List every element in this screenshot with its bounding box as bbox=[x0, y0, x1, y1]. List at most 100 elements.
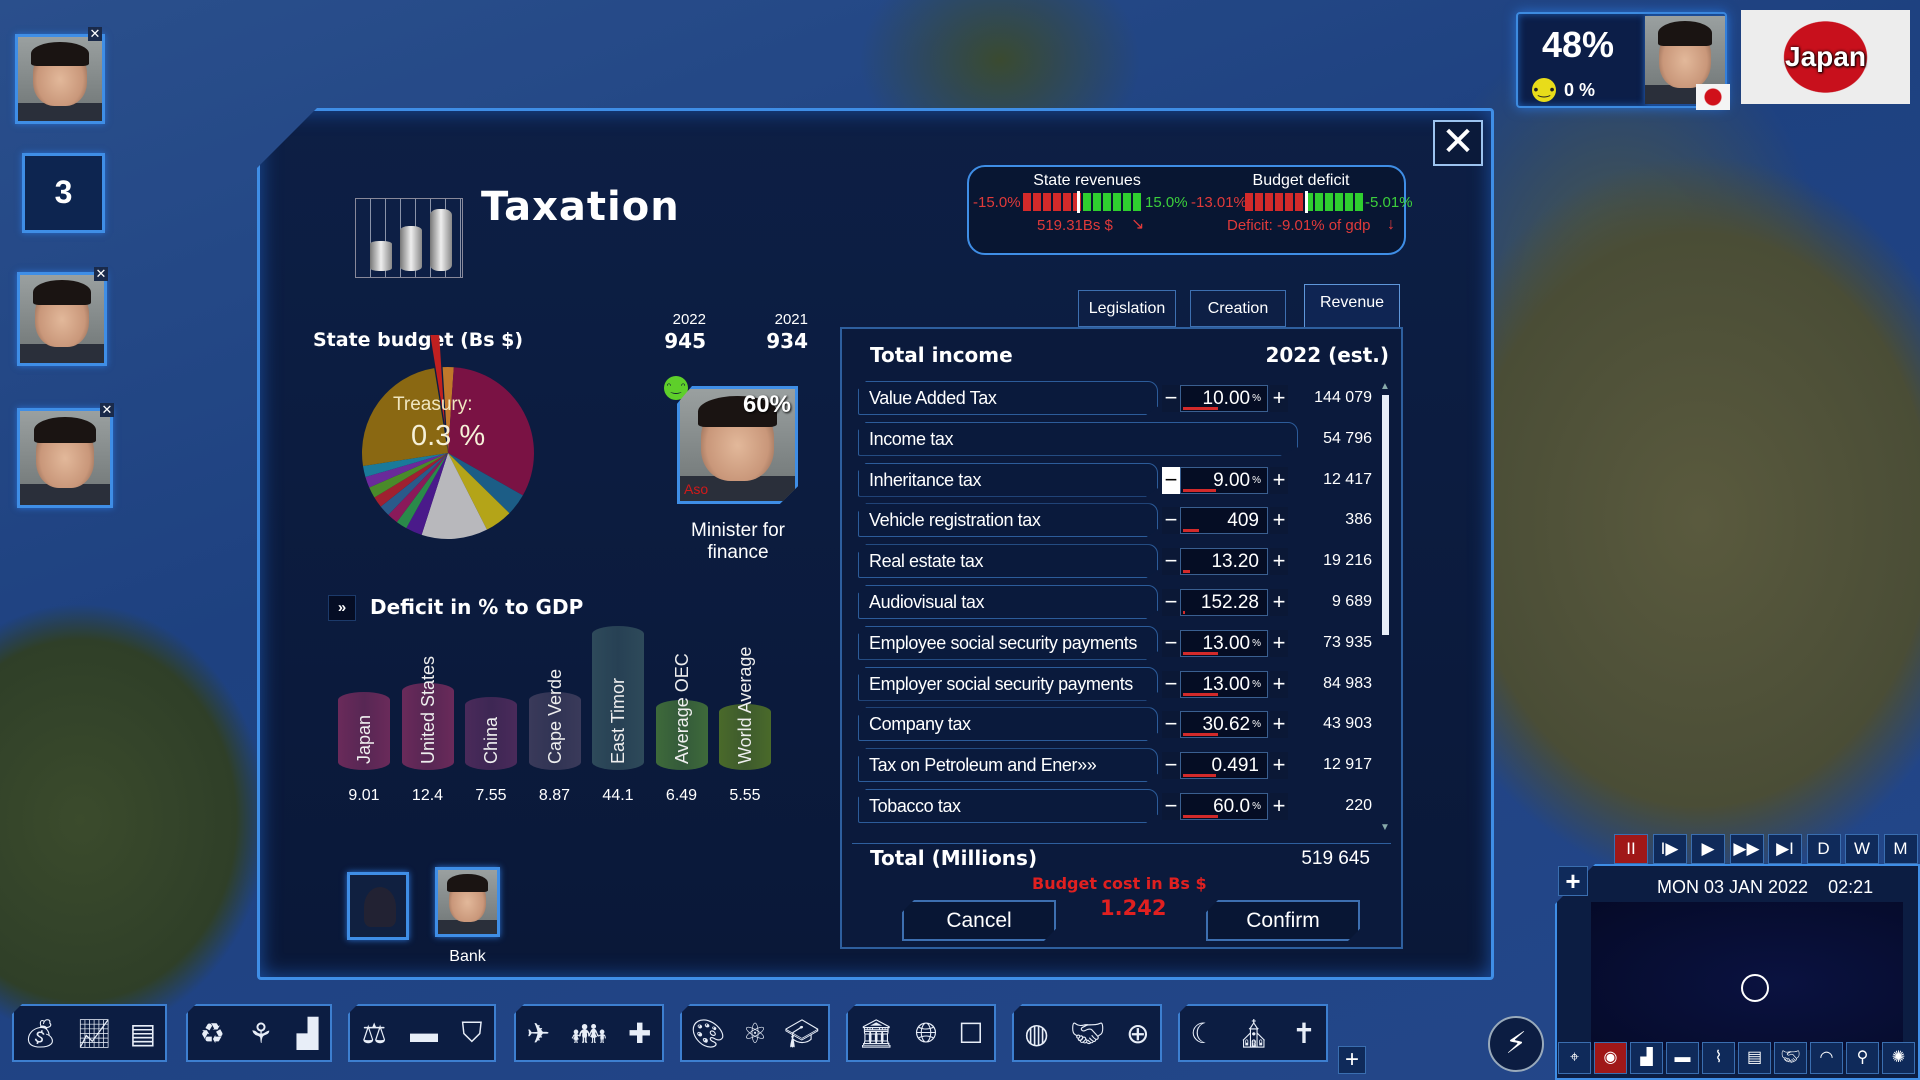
tax-rate-input[interactable]: 30.62% bbox=[1180, 711, 1268, 739]
tax-rate-input[interactable]: 9.00% bbox=[1180, 466, 1268, 494]
pie-slice[interactable] bbox=[430, 335, 445, 426]
decrease-button[interactable]: − bbox=[1162, 752, 1180, 780]
scroll-up-icon[interactable]: ▲ bbox=[1380, 381, 1390, 392]
increase-button[interactable]: + bbox=[1270, 548, 1288, 576]
recycle-icon[interactable]: ♻ bbox=[199, 1017, 225, 1049]
tax-rate-input[interactable]: 409 bbox=[1180, 507, 1268, 535]
tab-revenue[interactable]: Revenue bbox=[1304, 284, 1400, 328]
palette-icon[interactable]: 🎨︎ bbox=[690, 1017, 726, 1049]
increase-button[interactable]: + bbox=[1270, 670, 1288, 698]
tax-rate-input[interactable]: 0.491 bbox=[1180, 752, 1268, 780]
tank-icon[interactable]: ▬ bbox=[1666, 1042, 1699, 1074]
decrease-button[interactable]: − bbox=[1162, 793, 1180, 820]
increase-button[interactable]: + bbox=[1270, 589, 1288, 616]
tax-rate-input[interactable]: 60.0% bbox=[1180, 793, 1268, 820]
minister-portrait[interactable]: 60% Aso bbox=[677, 386, 798, 504]
factory-icon[interactable]: ▟ bbox=[1630, 1042, 1663, 1074]
step-button[interactable]: I▶ bbox=[1652, 834, 1687, 864]
increase-button[interactable]: + bbox=[1270, 466, 1288, 494]
atom-icon[interactable]: ⚛ bbox=[742, 1017, 768, 1049]
police-badge-icon[interactable]: ⛉ bbox=[461, 1016, 483, 1048]
leader-portrait-3[interactable] bbox=[17, 408, 113, 508]
pie-slice[interactable] bbox=[421, 453, 487, 539]
ballot-box-icon[interactable]: ☐ bbox=[958, 1017, 984, 1049]
religious-groups-icon[interactable]: ⛪︎ bbox=[1236, 1017, 1272, 1049]
pie-slice[interactable] bbox=[362, 453, 448, 477]
leader-portrait-1[interactable] bbox=[15, 34, 105, 124]
pie-slice[interactable] bbox=[448, 453, 510, 530]
airplane-icon[interactable]: ✈ bbox=[526, 1017, 551, 1049]
zoom-in-button[interactable]: + bbox=[1558, 866, 1588, 896]
tax-rate-input[interactable]: 13.20 bbox=[1180, 548, 1268, 576]
country-flag[interactable]: Japan bbox=[1741, 10, 1910, 104]
tax-rate-input[interactable]: 13.00% bbox=[1180, 629, 1268, 657]
scroll-thumb[interactable] bbox=[1382, 395, 1389, 635]
un-emblem-icon[interactable]: ⊕ bbox=[1126, 1017, 1150, 1049]
expand-chevron-icon[interactable]: » bbox=[328, 595, 356, 621]
tax-rate-input[interactable]: 13.00% bbox=[1180, 670, 1268, 698]
tax-rate-input[interactable]: 152.28 bbox=[1180, 589, 1268, 616]
budget-pie-chart[interactable] bbox=[348, 335, 548, 545]
graduation-cap-icon[interactable]: 🎓︎ bbox=[784, 1017, 820, 1049]
pie-slice[interactable] bbox=[448, 453, 523, 514]
decrease-button[interactable]: − bbox=[1162, 507, 1180, 535]
decrease-button[interactable]: − bbox=[1162, 589, 1180, 616]
fastest-button[interactable]: ▶I bbox=[1768, 834, 1802, 864]
handshake-icon[interactable]: 🤝︎ bbox=[1774, 1042, 1807, 1074]
tank-icon[interactable]: ▬ bbox=[410, 1017, 439, 1048]
tab-creation[interactable]: Creation bbox=[1190, 290, 1286, 327]
globe-icon[interactable]: ◉ bbox=[1594, 1042, 1627, 1074]
approval-panel[interactable]: 48% •‿• 0 % bbox=[1516, 12, 1730, 110]
virus-icon[interactable]: ✺ bbox=[1882, 1042, 1915, 1074]
increase-button[interactable]: + bbox=[1270, 507, 1288, 535]
pie-slice[interactable] bbox=[365, 453, 448, 488]
pie-slice[interactable] bbox=[406, 453, 448, 535]
people-icon[interactable]: 👪︎ bbox=[571, 1017, 607, 1049]
pause-button[interactable]: II bbox=[1614, 834, 1648, 864]
increase-button[interactable]: + bbox=[1270, 711, 1288, 739]
pie-slice[interactable] bbox=[448, 367, 534, 496]
expand-toolbar-button[interactable]: + bbox=[1338, 1046, 1366, 1074]
money-bag-icon[interactable]: 💰︎ bbox=[22, 1017, 59, 1049]
portrait-stack-count[interactable]: 3 bbox=[22, 153, 105, 233]
decrease-button[interactable]: − bbox=[1162, 466, 1180, 494]
satellite-icon[interactable]: ⚲ bbox=[1846, 1042, 1879, 1074]
close-button[interactable]: ✕ bbox=[1433, 120, 1483, 166]
fast-forward-button[interactable]: ▶▶ bbox=[1729, 834, 1764, 864]
world-lightning-icon[interactable]: ⚡︎ bbox=[1488, 1016, 1544, 1072]
crescent-icon[interactable]: ☾ bbox=[1190, 1017, 1216, 1049]
wheat-icon[interactable]: ⚘ bbox=[248, 1017, 274, 1049]
graph-icon[interactable]: ⌇ bbox=[1702, 1042, 1735, 1074]
decrease-button[interactable]: − bbox=[1162, 629, 1180, 657]
decrease-button[interactable]: − bbox=[1162, 670, 1180, 698]
pie-slice[interactable] bbox=[369, 453, 448, 498]
scroll-down-icon[interactable]: ▼ bbox=[1380, 822, 1390, 833]
pie-slice[interactable] bbox=[442, 367, 454, 453]
decrease-button[interactable]: − bbox=[1162, 548, 1180, 576]
increase-button[interactable]: + bbox=[1270, 629, 1288, 657]
target-icon[interactable]: ⌖ bbox=[1558, 1042, 1591, 1074]
pie-slice[interactable] bbox=[396, 453, 448, 529]
government-building-icon[interactable]: 🏛︎ bbox=[858, 1017, 895, 1049]
decrease-button[interactable]: − bbox=[1162, 711, 1180, 739]
handshake-icon[interactable]: 🤝︎ bbox=[1069, 1017, 1106, 1049]
increase-button[interactable]: + bbox=[1270, 752, 1288, 780]
industry-icon[interactable]: ▟ bbox=[296, 1017, 319, 1049]
day-button[interactable]: D bbox=[1806, 834, 1841, 864]
money-icon[interactable]: ▤ bbox=[1738, 1042, 1771, 1074]
banknotes-icon[interactable]: ▤ bbox=[129, 1017, 157, 1049]
pie-slice[interactable] bbox=[388, 453, 448, 523]
minimap[interactable] bbox=[1591, 902, 1903, 1050]
bank-advisor-portrait[interactable] bbox=[435, 867, 500, 937]
pie-slice[interactable] bbox=[362, 368, 448, 467]
close-portrait-2-icon[interactable]: ✕ bbox=[94, 266, 108, 281]
week-button[interactable]: W bbox=[1845, 834, 1879, 864]
decrease-button[interactable]: − bbox=[1162, 385, 1180, 412]
pie-slice[interactable] bbox=[374, 453, 448, 507]
close-portrait-3-icon[interactable]: ✕ bbox=[100, 402, 114, 417]
gauge-icon[interactable]: ◠ bbox=[1810, 1042, 1843, 1074]
health-icon[interactable]: ✚ bbox=[627, 1017, 652, 1049]
leader-portrait-2[interactable] bbox=[17, 272, 107, 366]
justice-scales-icon[interactable]: ⚖ bbox=[361, 1017, 387, 1049]
world-icon[interactable]: ◍ bbox=[1024, 1017, 1049, 1049]
